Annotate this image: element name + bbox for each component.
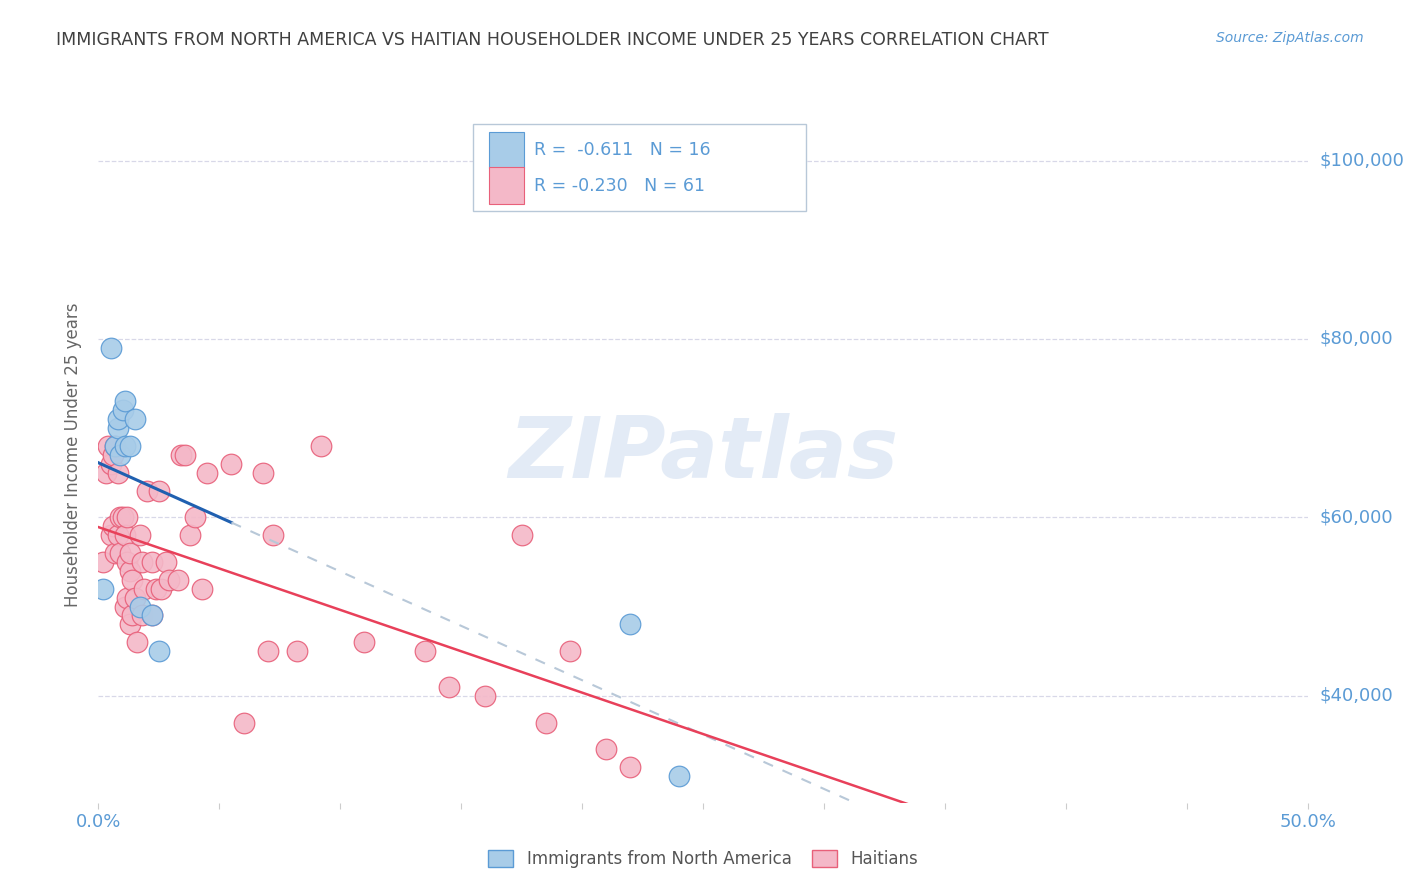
Point [141, 555, 163, 569]
Point [252, 466, 274, 480]
Point [595, 742, 617, 756]
Point [121, 608, 143, 623]
FancyBboxPatch shape [489, 132, 524, 169]
Point [101, 519, 124, 533]
Point [100, 457, 122, 471]
Point [619, 760, 641, 774]
Point [141, 608, 163, 623]
Point [111, 510, 134, 524]
Point [285, 644, 308, 658]
Point [100, 341, 122, 355]
Text: R =  -0.611   N = 16: R = -0.611 N = 16 [534, 141, 710, 160]
Point [114, 439, 136, 453]
Legend: Immigrants from North America, Haitians: Immigrants from North America, Haitians [482, 843, 924, 875]
Point [179, 528, 201, 542]
Point [124, 412, 146, 426]
Point [107, 528, 129, 542]
Point [114, 528, 136, 542]
Point [534, 715, 557, 730]
Point [104, 546, 127, 560]
Point [118, 439, 141, 453]
Text: $40,000: $40,000 [1320, 687, 1393, 705]
Point [101, 448, 124, 462]
Point [232, 715, 254, 730]
Point [221, 457, 243, 471]
Point [619, 617, 641, 632]
Point [111, 403, 134, 417]
Point [145, 582, 167, 596]
Point [107, 412, 129, 426]
Point [94, 466, 117, 480]
Point [127, 635, 149, 649]
Point [148, 644, 170, 658]
Point [157, 573, 180, 587]
Point [121, 573, 143, 587]
Point [108, 510, 131, 524]
Point [155, 555, 177, 569]
Point [104, 439, 127, 453]
Point [256, 644, 278, 658]
Point [108, 448, 131, 462]
Point [184, 510, 207, 524]
Point [148, 483, 170, 498]
Point [169, 448, 191, 462]
Point [167, 573, 190, 587]
Point [91, 582, 114, 596]
Text: $100,000: $100,000 [1320, 152, 1405, 169]
Point [97, 439, 120, 453]
Point [135, 483, 157, 498]
Point [118, 564, 141, 578]
Point [91, 555, 114, 569]
Point [104, 439, 127, 453]
Point [128, 528, 150, 542]
Point [134, 582, 156, 596]
Point [107, 421, 129, 435]
Point [128, 599, 150, 614]
Text: $60,000: $60,000 [1320, 508, 1393, 526]
Point [118, 617, 141, 632]
Point [191, 582, 214, 596]
Text: IMMIGRANTS FROM NORTH AMERICA VS HAITIAN HOUSEHOLDER INCOME UNDER 25 YEARS CORRE: IMMIGRANTS FROM NORTH AMERICA VS HAITIAN… [56, 31, 1049, 49]
Point [413, 644, 436, 658]
Point [309, 439, 332, 453]
Point [100, 528, 122, 542]
Y-axis label: Householder Income Under 25 years: Householder Income Under 25 years [65, 302, 83, 607]
Point [510, 528, 533, 542]
Point [118, 546, 141, 560]
Point [174, 448, 197, 462]
Point [141, 608, 163, 623]
FancyBboxPatch shape [474, 124, 806, 211]
Point [117, 510, 139, 524]
Point [437, 680, 460, 694]
Text: Source: ZipAtlas.com: Source: ZipAtlas.com [1216, 31, 1364, 45]
Point [117, 591, 139, 605]
Point [262, 528, 284, 542]
Point [353, 635, 375, 649]
Point [107, 466, 129, 480]
Point [124, 591, 146, 605]
Point [131, 555, 153, 569]
Point [668, 769, 690, 783]
Point [558, 644, 581, 658]
Point [108, 546, 131, 560]
Point [114, 599, 136, 614]
Text: R = -0.230   N = 61: R = -0.230 N = 61 [534, 177, 704, 194]
Point [195, 466, 218, 480]
Text: $80,000: $80,000 [1320, 330, 1393, 348]
Point [150, 582, 173, 596]
Point [114, 394, 136, 409]
Point [474, 689, 496, 703]
Point [131, 608, 153, 623]
FancyBboxPatch shape [489, 168, 524, 203]
Point [117, 555, 139, 569]
Text: ZIPatlas: ZIPatlas [508, 413, 898, 497]
